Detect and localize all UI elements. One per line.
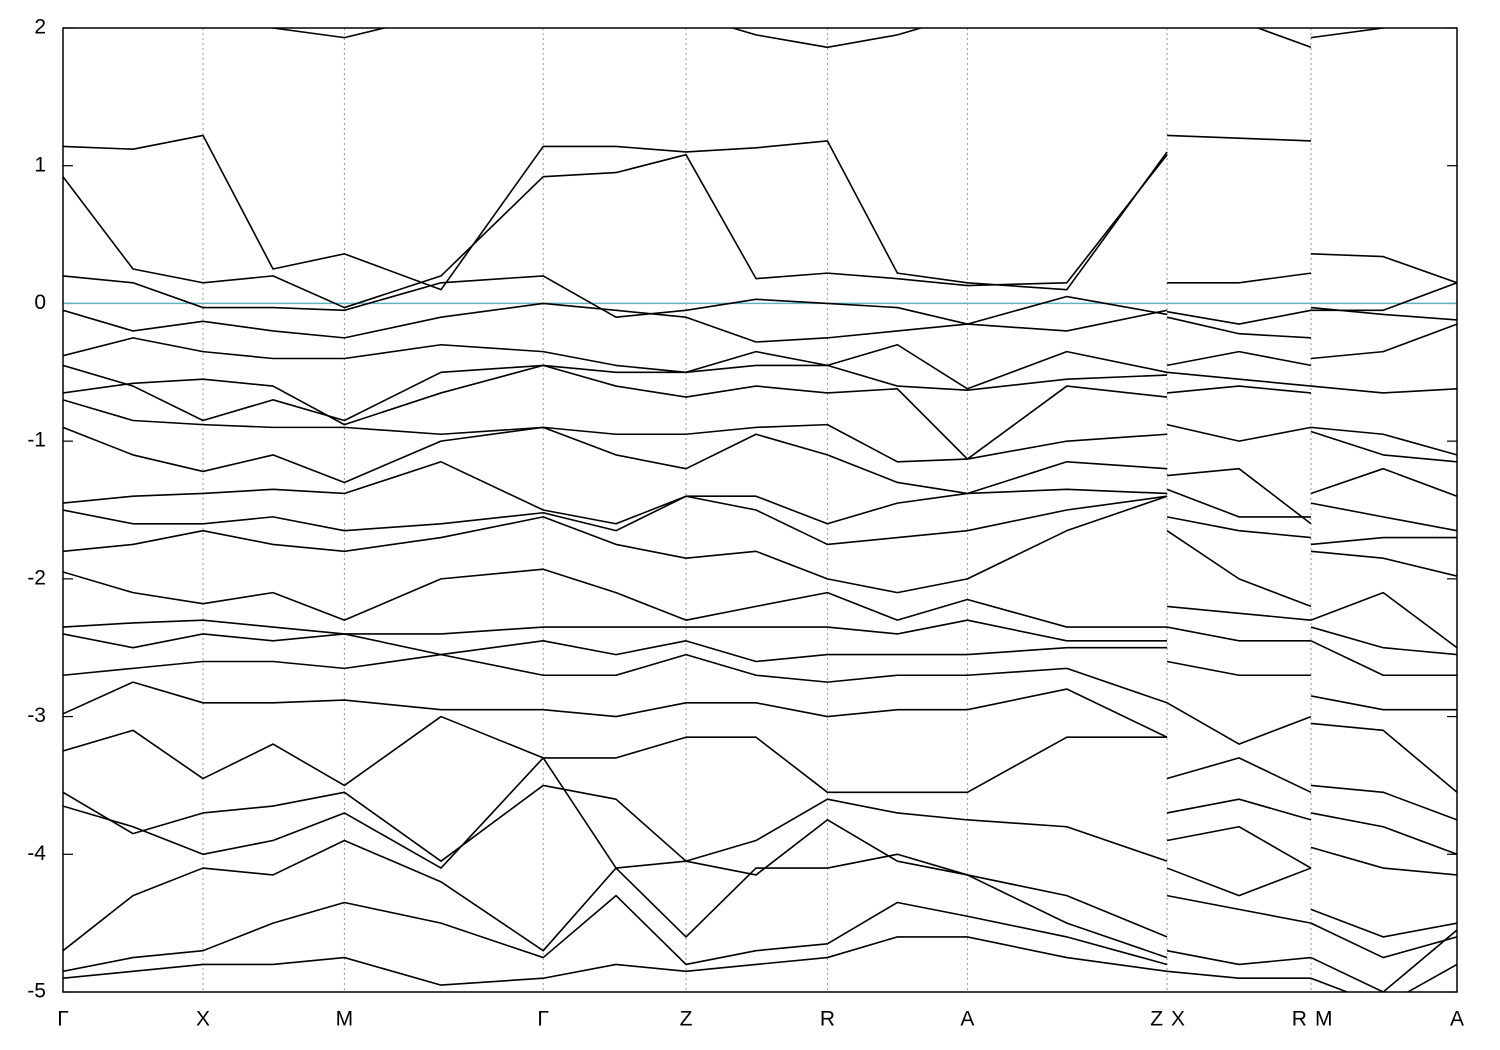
band-line bbox=[63, 784, 1457, 876]
band-line bbox=[63, 495, 1457, 577]
y-tick-label: -5 bbox=[27, 980, 46, 1003]
band-line bbox=[63, 715, 1457, 856]
x-tick-label: A bbox=[960, 1008, 974, 1031]
band-line bbox=[63, 681, 1457, 821]
band-line bbox=[63, 364, 1457, 463]
band-line bbox=[63, 653, 1457, 793]
band-line bbox=[268, 28, 1388, 49]
x-tick-label: M bbox=[336, 1008, 354, 1031]
y-tick-label: 2 bbox=[34, 16, 46, 39]
band-line bbox=[63, 275, 1457, 325]
x-tick-label: R bbox=[820, 1008, 835, 1031]
band-line bbox=[63, 757, 1457, 938]
y-tick-label: 0 bbox=[34, 291, 46, 314]
band-line bbox=[63, 936, 1457, 992]
band-line bbox=[63, 134, 1457, 291]
band-line bbox=[63, 364, 1457, 456]
band-line bbox=[63, 495, 1457, 649]
band-line bbox=[63, 399, 1457, 497]
y-tick-label: 1 bbox=[34, 153, 46, 176]
grid bbox=[62, 27, 1458, 993]
x-tick-label: Z bbox=[1150, 1008, 1163, 1031]
y-tick-label: -4 bbox=[27, 842, 46, 865]
band-line bbox=[63, 839, 1457, 959]
band-line bbox=[63, 461, 1457, 546]
x-tick-label: A bbox=[1450, 1008, 1464, 1031]
x-tick-label: Γ bbox=[537, 1008, 549, 1031]
band-line bbox=[63, 302, 1457, 360]
band-line bbox=[63, 568, 1457, 656]
y-tick-label: -3 bbox=[27, 704, 46, 727]
bands bbox=[63, 28, 1457, 992]
x-tick-label: X bbox=[1171, 1008, 1185, 1031]
band-line bbox=[63, 619, 1457, 677]
y-tick-label: -2 bbox=[27, 566, 46, 589]
y-tick-label: -1 bbox=[27, 429, 46, 452]
x-tick-label: R bbox=[1292, 1008, 1307, 1031]
x-tick-label: M bbox=[1315, 1008, 1333, 1031]
x-tick-label: Γ bbox=[57, 1008, 69, 1031]
plot-frame bbox=[62, 27, 1458, 993]
band-line bbox=[63, 426, 1457, 532]
band-line bbox=[63, 337, 1457, 394]
band-line bbox=[63, 894, 1457, 992]
band-line bbox=[63, 153, 1457, 321]
x-tick-label: X bbox=[196, 1008, 210, 1031]
band-line bbox=[63, 633, 1457, 711]
x-tick-label: Z bbox=[680, 1008, 693, 1031]
